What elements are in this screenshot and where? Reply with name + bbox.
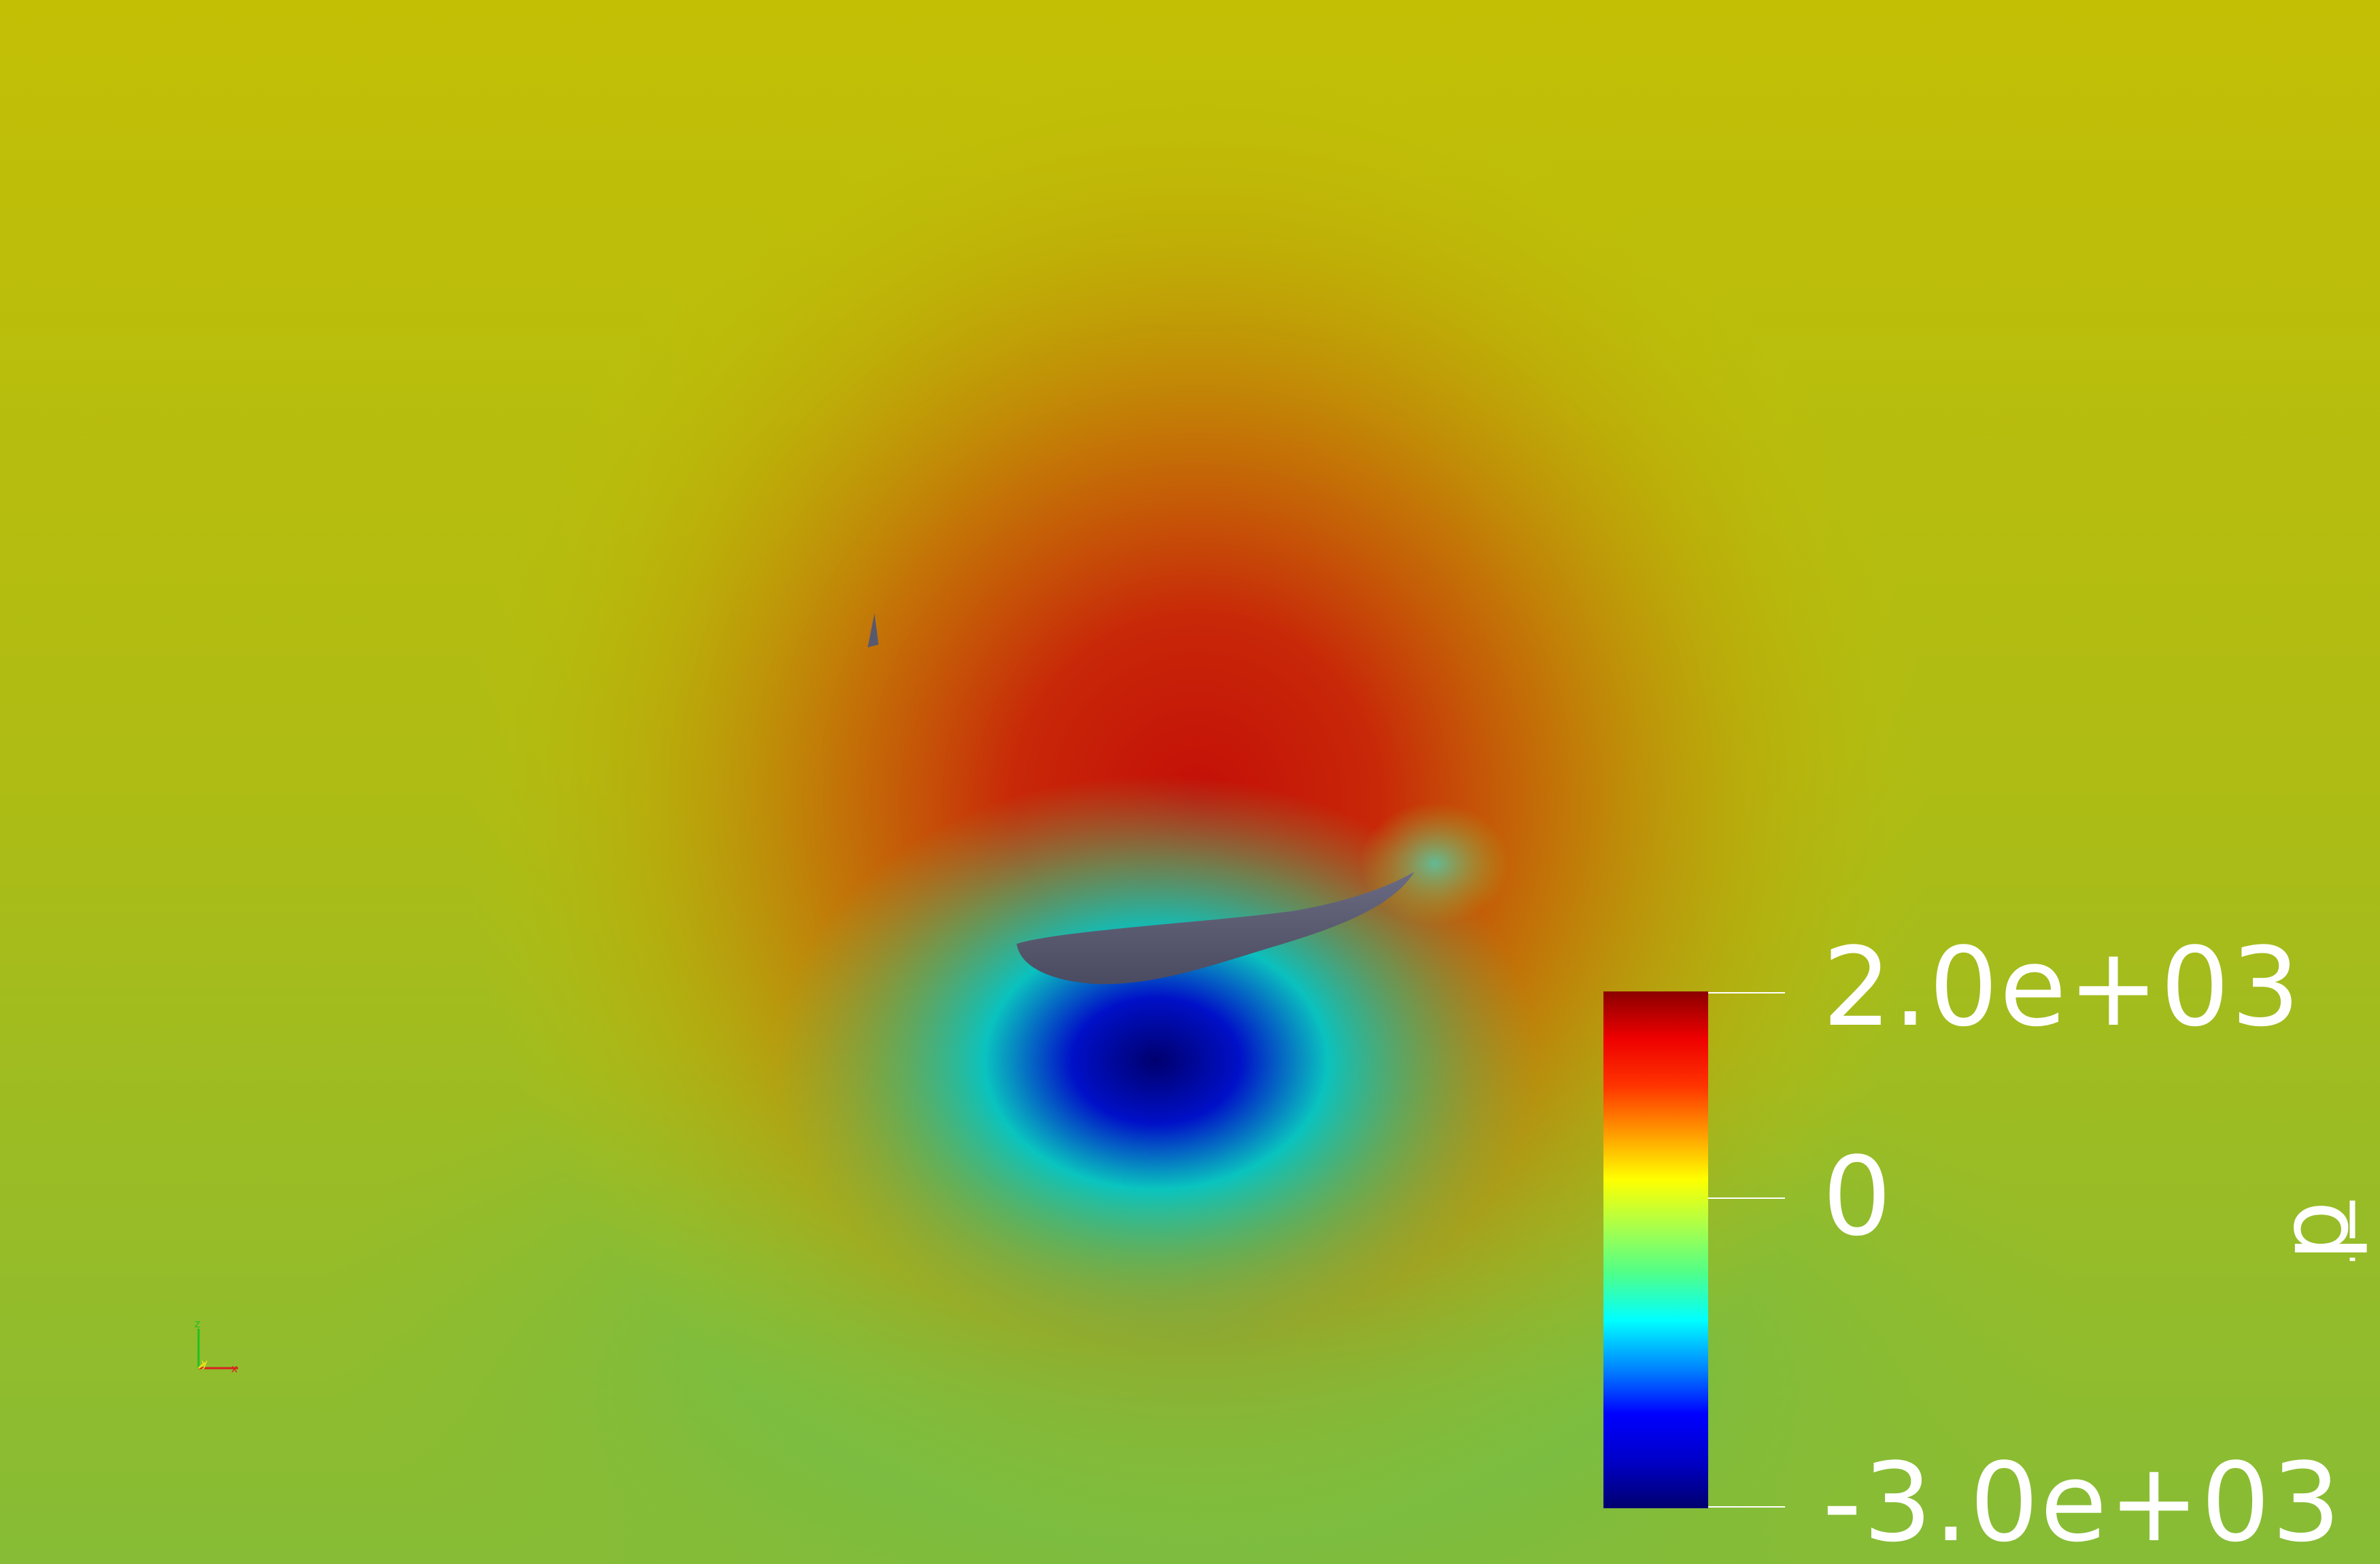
y-axis-label: y xyxy=(201,1357,207,1370)
x-axis-label: x xyxy=(231,1362,237,1375)
orientation-axes-widget: z x y xyxy=(194,1317,238,1375)
colorbar-min-label: -3.0e+03 xyxy=(1822,1439,2343,1564)
z-axis-label: z xyxy=(194,1317,200,1330)
y-axis-line xyxy=(198,1361,206,1370)
colorbar-title: p xyxy=(2259,1200,2370,1261)
colorbar xyxy=(1603,991,1708,1508)
colorbar-mid-label: 0 xyxy=(1822,1133,1893,1260)
airfoil-surface xyxy=(1017,872,1414,985)
trailing-edge-zone xyxy=(1360,802,1510,925)
small-probe-marker xyxy=(868,613,879,647)
colorbar-max-label: 2.0e+03 xyxy=(1822,923,2302,1051)
